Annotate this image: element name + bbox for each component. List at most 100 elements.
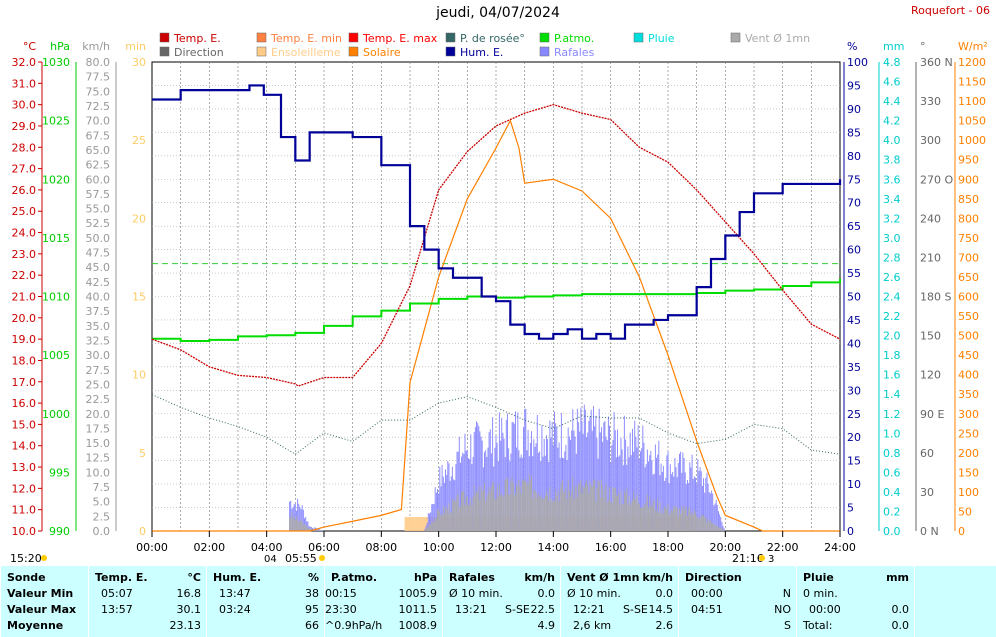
hum-unit: % <box>307 571 319 584</box>
rain-axis-tick: 3.4 <box>883 193 901 206</box>
wind-axis-tick: 37.5 <box>86 305 111 318</box>
wind-axis-tick: 32.5 <box>86 334 111 347</box>
summary-temp: Temp. E. °C 05:07 16.8 13:57 30.1 23.13 <box>88 566 207 637</box>
solar-axis-tick: 150 <box>958 466 979 479</box>
wind-axis-tick: 47.5 <box>86 247 111 260</box>
solar-axis-tick: 750 <box>958 232 979 245</box>
wind-max-time: 12:21 <box>573 603 605 616</box>
rain-axis-tick: 1.8 <box>883 349 901 362</box>
chart-title: jeudi, 04/07/2024 <box>436 5 560 21</box>
humidity-axis-tick: 50 <box>847 291 861 304</box>
solar-axis-tick: 400 <box>958 369 979 382</box>
wind-avg-bars <box>289 473 725 531</box>
sunset-time: 21:16 <box>732 552 764 565</box>
press-title: P.atmo. <box>331 571 378 584</box>
rain-axis-tick: 3.2 <box>883 212 901 225</box>
summary-wind: Vent Ø 1mn km/h Ø 10 min. 0.0 12:21 S-SE 14.… <box>560 566 679 637</box>
temp-max-time: 13:57 <box>101 603 133 616</box>
hum-min: 38 <box>305 587 319 600</box>
direction-axis-tick: 30 <box>920 486 934 499</box>
time-tick: 24:00 <box>824 541 856 554</box>
solar-axis-tick: 700 <box>958 251 979 264</box>
temp-min: 16.8 <box>176 587 202 600</box>
time-tick: 06:00 <box>308 541 340 554</box>
humidity-axis-tick: 60 <box>847 244 861 257</box>
legend-swatch <box>348 46 359 57</box>
wind-axis-tick: 55.0 <box>86 203 111 216</box>
wind-axis-tick: 52.5 <box>86 217 111 230</box>
wind-axis-tick: 40.0 <box>86 291 111 304</box>
temp-axis-unit: °C <box>23 40 37 53</box>
direction-axis-tick: 120 <box>920 369 941 382</box>
sun-info: 15:20 04 05:55 21:16 3 <box>10 552 774 565</box>
wind-axis-tick: 45.0 <box>86 261 111 274</box>
direction-axis-tick: 240 <box>920 212 941 225</box>
solar-axis-tick: 300 <box>958 408 979 421</box>
legend-label: Solaire <box>363 46 401 59</box>
solar-axis-tick: 1050 <box>958 115 986 128</box>
summary-table: Sonde Valeur Min Valeur Max Moyenne Temp… <box>0 566 996 637</box>
wind-max: 14.5 <box>648 603 674 616</box>
wind-axis-tick: 65.0 <box>86 144 111 157</box>
humidity-axis-tick: 35 <box>847 361 861 374</box>
dir-min: N <box>782 587 791 600</box>
wind-axis-tick: 67.5 <box>86 129 111 142</box>
sun-icon <box>41 555 47 561</box>
solar-axis-tick: 100 <box>958 486 979 499</box>
dewpoint-line <box>151 394 841 455</box>
humidity-axis-tick: 15 <box>847 455 861 468</box>
wind-axis-tick: 20.0 <box>86 408 111 421</box>
press-unit: hPa <box>413 571 437 584</box>
humidity-axis-tick: 90 <box>847 103 861 116</box>
rain-axis-tick: 0.8 <box>883 447 901 460</box>
solar-axis-tick: 0 <box>958 525 965 538</box>
wind-title: Vent Ø 1mn <box>567 571 640 584</box>
row-label-avg: Moyenne <box>7 619 64 632</box>
rain-axis-tick: 1.2 <box>883 408 901 421</box>
solar-axis-tick: 50 <box>958 505 972 518</box>
temp-axis-tick: 15.0 <box>12 418 37 431</box>
minutes-axis-tick: 5 <box>139 447 146 460</box>
wind-axis-tick: 77.5 <box>86 71 111 84</box>
weather-chart: Temp. E. Temp. E. min Temp. E. max P.atmo. P… <box>10 32 988 565</box>
hum-title: Hum. E. <box>213 571 262 584</box>
wind-max-dir: S-SE <box>623 603 648 616</box>
rain-axis-tick: 4.4 <box>883 95 901 108</box>
humidity-line <box>152 84 842 340</box>
rain-axis-tick: 0.4 <box>883 486 901 499</box>
direction-axis-tick: 270 O <box>920 173 953 186</box>
solar-axis-unit: W/m² <box>958 40 988 53</box>
temp-axis-tick: 19.0 <box>12 333 37 346</box>
gust-min-label: Ø 10 min. <box>449 587 503 600</box>
solar-axis-tick: 650 <box>958 271 979 284</box>
wind-axis-tick: 80.0 <box>86 56 111 69</box>
direction-axis-tick: 330 <box>920 95 941 108</box>
wind-axis-tick: 17.5 <box>86 422 111 435</box>
hum-max: 95 <box>305 603 319 616</box>
legend-swatch <box>539 32 550 43</box>
rain-axis-tick: 2.8 <box>883 251 901 264</box>
temp-axis-tick: 18.0 <box>12 354 37 367</box>
legend-label: Temp. E. max <box>362 32 438 45</box>
rain-axis-tick: 3.8 <box>883 154 901 167</box>
temp-axis-tick: 25.0 <box>12 205 37 218</box>
legend-label: Temp. E. min <box>270 32 342 45</box>
gust-max-dir: S-SE <box>505 603 530 616</box>
legend-label: Hum. E. <box>460 46 503 59</box>
series <box>151 84 842 532</box>
dir-min-time: 00:00 <box>691 587 723 600</box>
minutes-axis-tick: 15 <box>132 291 146 304</box>
summary-gust: Rafales km/h Ø 10 min. 0.0 13:21 S-SE 22.5 4… <box>442 566 561 637</box>
moonrise-label: 04 <box>264 554 277 565</box>
wind-avg: 2.6 <box>655 619 674 632</box>
rain-axis-tick: 4.8 <box>883 56 901 69</box>
rain-axis-tick: 1.4 <box>883 388 901 401</box>
temp-axis-tick: 12.0 <box>12 482 37 495</box>
temp-axis-tick: 10.0 <box>12 525 37 538</box>
time-tick: 10:00 <box>423 541 455 554</box>
press-min: 1005.9 <box>398 587 438 600</box>
pressure-axis-tick: 1030 <box>42 56 70 69</box>
time-tick: 16:00 <box>595 541 627 554</box>
sunset-icon <box>759 555 765 561</box>
direction-axis-tick: 60 <box>920 447 934 460</box>
